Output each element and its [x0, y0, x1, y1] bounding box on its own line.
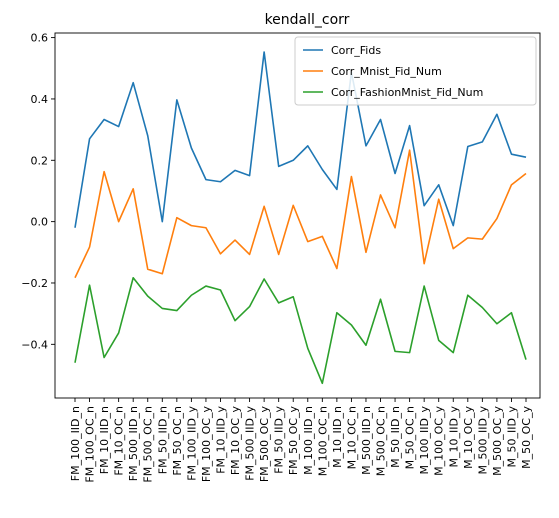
x-tick-label: FM_50_IID_y: [273, 406, 286, 474]
axes-layer: −0.4−0.20.00.20.40.6FM_100_IID_n FM_100_O…: [21, 32, 541, 483]
x-tick-label: M_500_IID_y: [476, 406, 489, 475]
x-tick-label: FM_500_OC_y: [258, 406, 271, 483]
x-tick-label: M_50_OC_y: [520, 406, 533, 469]
series-line-2: [74, 149, 527, 279]
y-tick-label: −0.4: [21, 338, 48, 351]
x-tick-label: M_100_OC_y: [433, 406, 446, 476]
x-tick-label: M_10_IID_n: [331, 406, 344, 468]
x-tick-label: M_100_IID_n: [302, 406, 315, 475]
x-tick-label: FM_500_IID_n: [127, 406, 140, 481]
series-layer: [74, 51, 527, 385]
x-tick-label: M_10_IID_y: [447, 406, 460, 468]
x-tick-label: M_10_OC_n: [345, 406, 358, 469]
legend-box: [294, 36, 537, 106]
series-line-3: [74, 276, 527, 385]
x-tick-label: M_10_OC_y: [462, 406, 475, 469]
x-tick-label: FM_50_OC_y: [287, 406, 300, 476]
x-tick-label: M_50_IID_y: [505, 406, 518, 468]
x-tick-label: FM_10_OC_y: [229, 406, 242, 476]
legend: Corr_Fids Corr_Mnist_Fid_Num Corr_FashionM…: [294, 36, 537, 106]
legend-label: Corr_Fids: [331, 44, 381, 57]
x-tick-label: FM_100_OC_n: [84, 406, 97, 483]
x-tick-label: M_500_OC_n: [375, 406, 388, 476]
x-tick-label: FM_100_IID_n: [69, 406, 82, 481]
x-tick-label: FM_500_IID_y: [244, 406, 257, 481]
y-tick-label: −0.2: [21, 277, 48, 290]
x-tick-label: FM_10_OC_n: [113, 406, 126, 476]
y-tick-label: 0.0: [31, 216, 49, 229]
x-tick-label: FM_50_IID_n: [156, 406, 169, 474]
x-tick-label: M_100_IID_y: [418, 406, 431, 475]
y-tick-label: 0.2: [31, 154, 49, 167]
x-tick-label: FM_50_OC_n: [171, 406, 184, 476]
x-tick-label: FM_100_OC_y: [200, 406, 213, 483]
chart-title: kendall_corr: [265, 12, 350, 28]
x-tick-label: M_500_OC_y: [491, 406, 504, 476]
y-tick-label: 0.6: [31, 32, 49, 45]
x-tick-label: FM_10_IID_n: [98, 406, 111, 474]
x-tick-label: M_100_OC_n: [316, 406, 329, 476]
x-tick-label: M_500_IID_n: [360, 406, 373, 475]
series-line-1: [74, 51, 527, 228]
legend-label: Corr_Mnist_Fid_Num: [331, 65, 442, 78]
y-tick-label: 0.4: [31, 93, 49, 106]
x-tick-label: FM_10_IID_y: [214, 406, 227, 474]
x-tick-label: M_50_IID_n: [389, 406, 402, 468]
x-tick-label: FM_500_OC_n: [142, 406, 155, 483]
legend-label: Corr_FashionMnist_Fid_Num: [331, 86, 483, 99]
x-tick-label: FM_100_IID_y: [185, 406, 198, 481]
plot-frame: [54, 32, 541, 399]
x-tick-label: M_50_OC_n: [404, 406, 417, 469]
